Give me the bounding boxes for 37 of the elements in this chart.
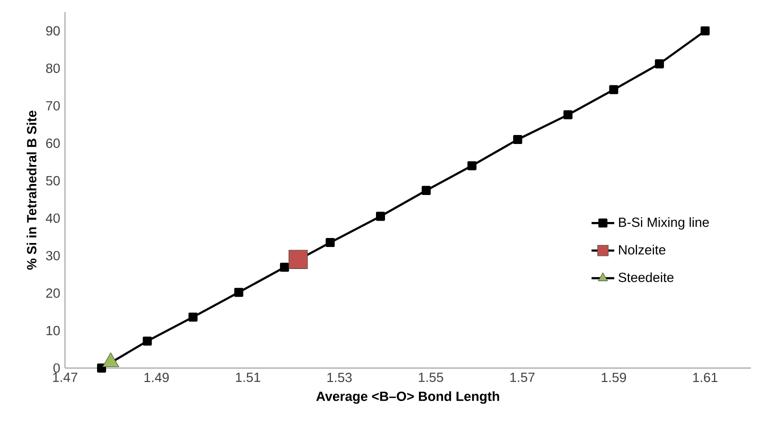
x-tick-label: 1.55 (418, 372, 444, 382)
point (654, 59, 664, 68)
point (467, 161, 476, 170)
x-tick-label: 1.47 (53, 372, 78, 382)
point (422, 186, 431, 195)
point (376, 212, 386, 221)
y-tick-label: 0 (53, 363, 60, 373)
point (234, 288, 244, 297)
y-tick-label: 10 (46, 326, 60, 336)
x-tick-label: 1.57 (510, 372, 535, 382)
x-axis-title: Average <B–O> Bond Length (316, 391, 500, 404)
y-tick-label: 50 (46, 176, 60, 186)
point (513, 134, 522, 144)
legend-label: Steedeite (618, 272, 674, 282)
y-tick-label: 80 (46, 64, 60, 73)
y-tick-label: 20 (46, 288, 60, 298)
y-tick-label: 70 (46, 101, 60, 110)
point (609, 85, 618, 94)
legend-label: B-Si Mixing line (619, 217, 709, 230)
point (326, 238, 335, 248)
point (563, 110, 572, 120)
point (288, 250, 308, 269)
y-tick-label: 40 (46, 213, 60, 223)
y-tick-label: 90 (46, 26, 60, 36)
y-tick-label: 60 (46, 138, 60, 148)
point (142, 336, 152, 346)
point (280, 262, 289, 272)
x-tick-label: 1.51 (236, 372, 260, 382)
x-tick-label: 1.49 (144, 372, 169, 382)
point (700, 26, 710, 36)
y-tick-label: 30 (46, 250, 60, 260)
x-tick-label: 1.61 (693, 372, 718, 382)
x-tick-label: 1.53 (327, 372, 352, 382)
y-axis-title: % Si in Tetrahedral B Site (26, 110, 36, 270)
legend-label: Nolzeite (619, 244, 666, 255)
x-tick-label: 1.59 (602, 372, 626, 382)
point (188, 312, 198, 322)
